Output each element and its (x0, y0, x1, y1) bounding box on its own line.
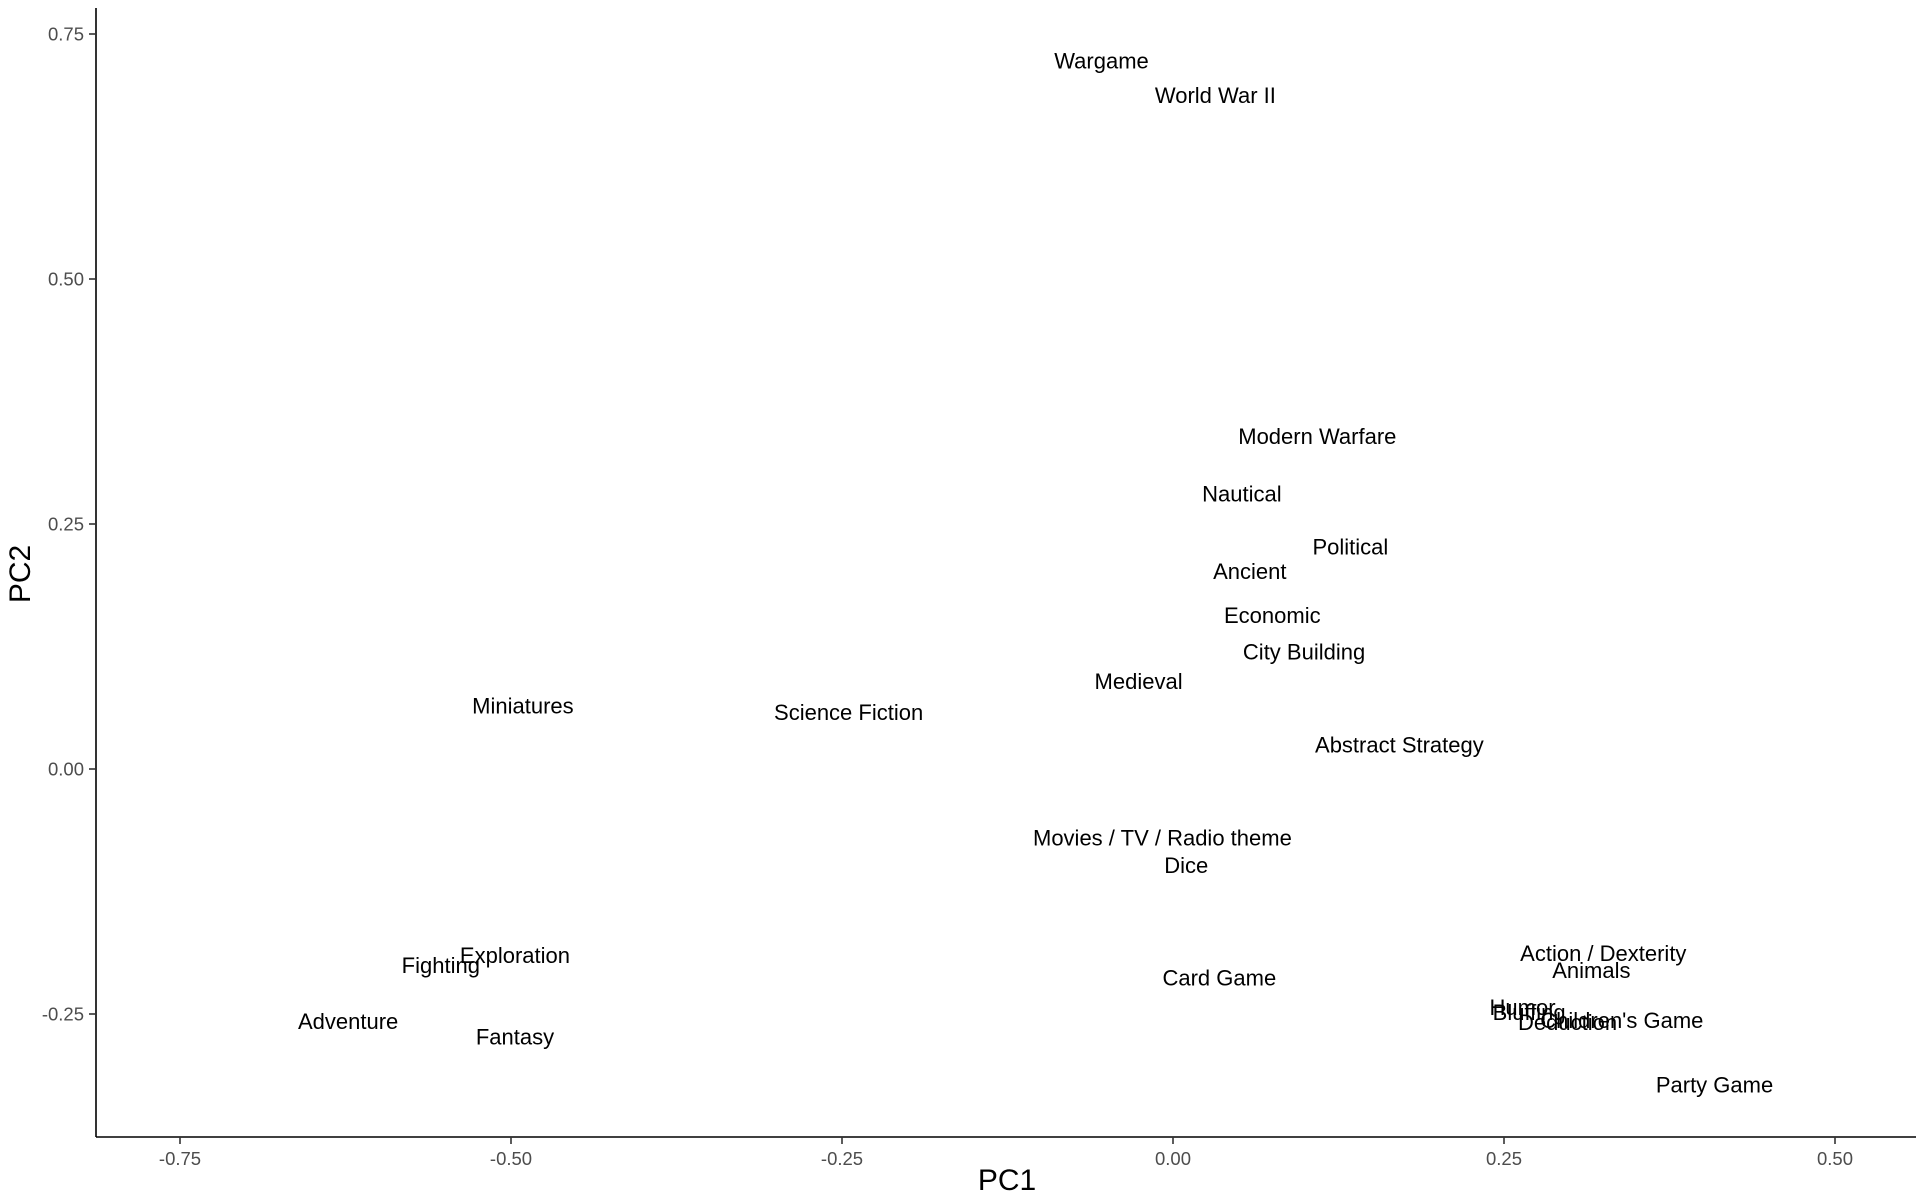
x-tick-label: 0.25 (1486, 1148, 1522, 1169)
x-tick-label: 0.00 (1155, 1148, 1191, 1169)
point-label: Card Game (1162, 966, 1276, 991)
point-label: Political (1313, 535, 1389, 560)
x-tick-label: -0.25 (821, 1148, 863, 1169)
point-label: Party Game (1656, 1073, 1773, 1098)
point-label: Action / Dexterity (1520, 941, 1686, 966)
point-label: Modern Warfare (1238, 424, 1396, 449)
y-tick-label: 0.25 (48, 514, 84, 535)
point-label: Nautical (1202, 482, 1281, 507)
point-label: Adventure (298, 1009, 398, 1034)
point-label: Exploration (460, 943, 570, 968)
point-label: Dice (1164, 853, 1208, 878)
y-tick-label: -0.25 (42, 1004, 84, 1025)
y-tick-label: 0.75 (48, 24, 84, 45)
point-label: City Building (1243, 639, 1365, 664)
point-label: Movies / TV / Radio theme (1033, 826, 1292, 851)
point-label: Miniatures (472, 693, 573, 718)
point-label: Deduction (1518, 1010, 1617, 1035)
point-label: Humor (1490, 995, 1556, 1020)
point-label: Animals (1552, 958, 1630, 983)
point-label: World War II (1155, 83, 1276, 108)
point-label: Economic (1224, 603, 1321, 628)
point-label: Ancient (1213, 559, 1286, 584)
y-axis-title: PC2 (4, 545, 37, 603)
y-axis-ticks: -0.25 0.00 0.25 0.50 0.75 (42, 24, 96, 1025)
y-tick-label: 0.00 (48, 759, 84, 780)
point-label: Medieval (1095, 669, 1183, 694)
x-tick-label: -0.50 (490, 1148, 532, 1169)
point-label: Wargame (1054, 48, 1149, 73)
point-label: Fantasy (476, 1025, 554, 1050)
y-tick-label: 0.50 (48, 269, 84, 290)
x-axis-ticks: -0.75 -0.50 -0.25 0.00 0.25 0.50 (159, 1137, 1853, 1169)
x-tick-label: -0.75 (159, 1148, 201, 1169)
point-label: Children's Game (1540, 1008, 1703, 1033)
point-label: Science Fiction (774, 700, 923, 725)
x-axis-title: PC1 (978, 1164, 1036, 1197)
point-label: Bluffing (1493, 1000, 1566, 1025)
x-tick-label: 0.50 (1817, 1148, 1853, 1169)
point-label: Abstract Strategy (1315, 733, 1484, 758)
point-label: Fighting (402, 953, 480, 978)
